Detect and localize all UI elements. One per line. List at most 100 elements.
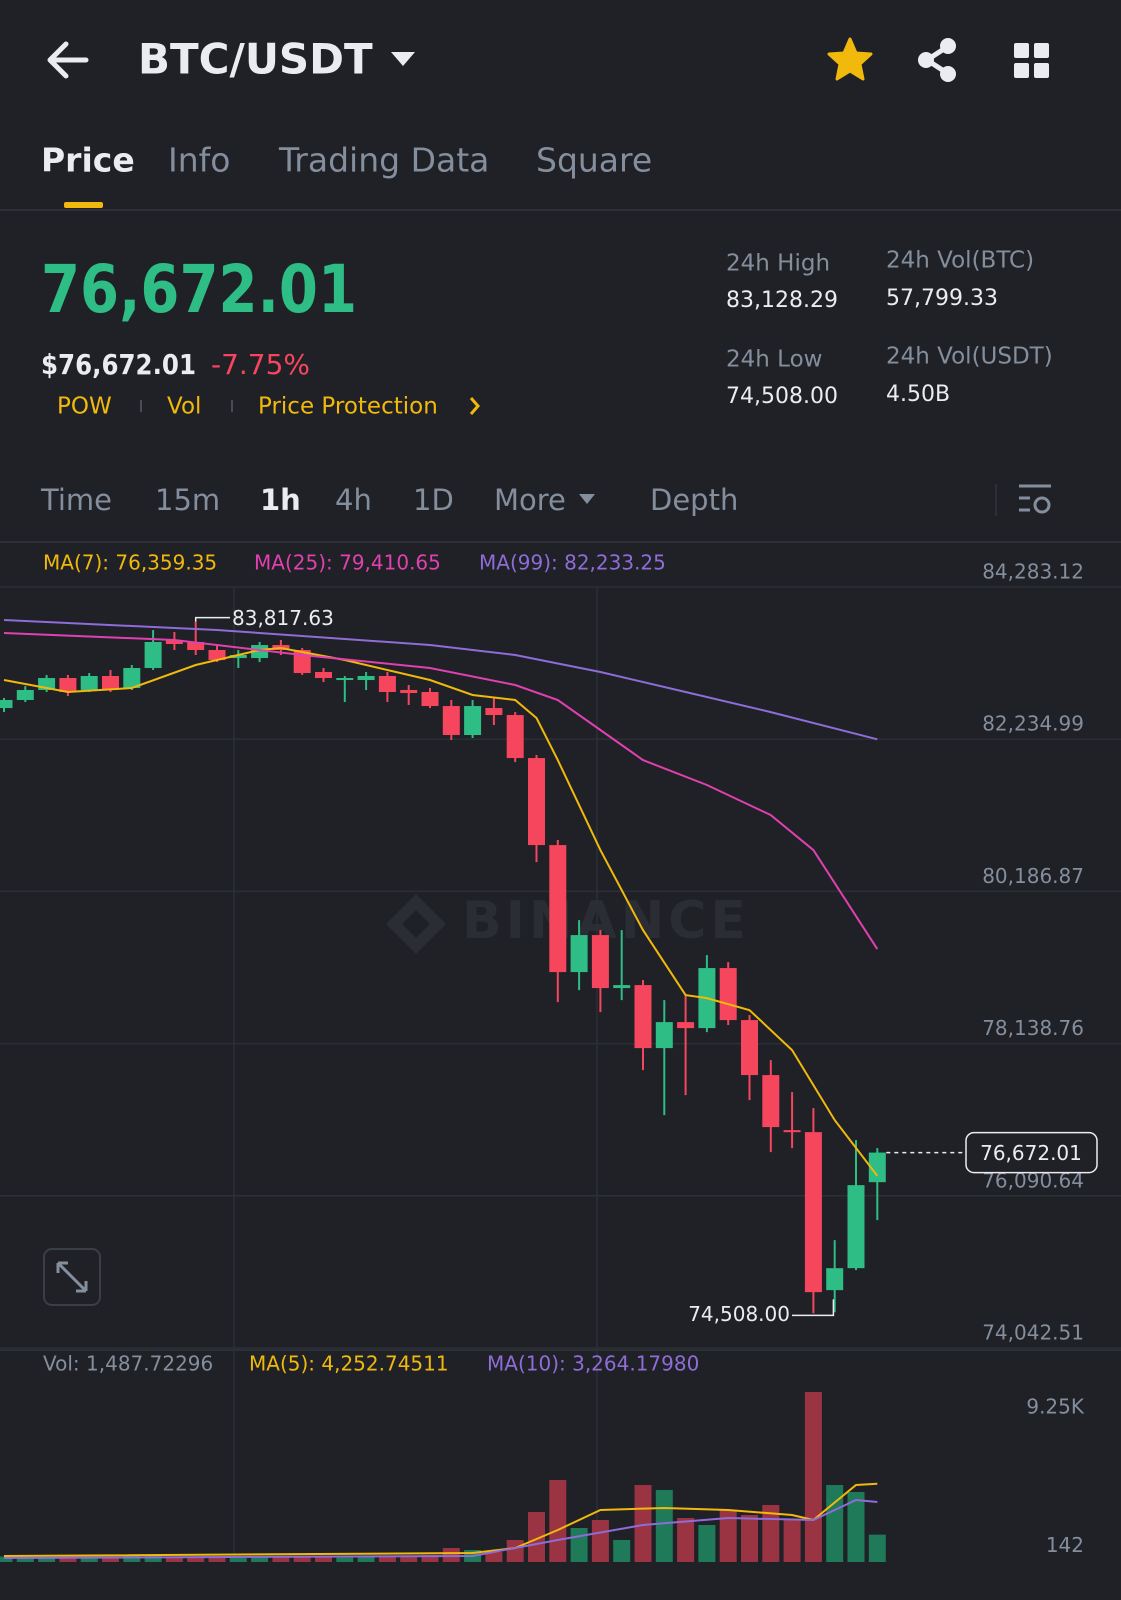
candle-body	[187, 641, 205, 651]
candle-body	[315, 672, 332, 679]
last-price-label: 76,672.01	[980, 1141, 1082, 1165]
back-button[interactable]	[47, 41, 89, 79]
layout-cell	[1034, 43, 1049, 58]
volume-bar	[506, 1540, 524, 1562]
price-tag[interactable]: POW	[57, 394, 112, 420]
tab[interactable]: Price	[41, 141, 135, 180]
volume-bar	[80, 1557, 98, 1562]
interval-option[interactable]: More	[494, 483, 566, 517]
tab[interactable]: Trading Data	[278, 141, 489, 180]
volume-bar	[208, 1556, 226, 1562]
volume-bar	[804, 1391, 822, 1562]
candle-body	[357, 676, 375, 681]
volume-bar	[528, 1512, 545, 1562]
volume-bar	[315, 1557, 332, 1562]
candle-body	[421, 691, 439, 707]
moving-average-line	[3, 619, 878, 741]
legend-entry: Vol: 1,487.72296	[43, 1352, 213, 1376]
candle-body	[229, 654, 247, 659]
volume-bar	[293, 1556, 311, 1562]
volume-bar	[229, 1557, 247, 1562]
y-tick-label: 9.25K	[1026, 1394, 1085, 1418]
interval-option[interactable]: 1h	[260, 483, 301, 517]
volume-bar	[485, 1552, 503, 1562]
candle-body	[719, 968, 737, 1021]
volume-bar	[783, 1520, 801, 1562]
favorite-star[interactable]	[827, 37, 873, 81]
y-tick-label: 84,283.12	[982, 559, 1084, 583]
settings-lines	[1019, 484, 1051, 512]
share-icon[interactable]	[918, 38, 956, 82]
volume-bar	[357, 1556, 375, 1562]
settings-icon[interactable]	[1019, 484, 1051, 514]
last-price: 76,672.01	[41, 251, 357, 328]
candle-body	[826, 1268, 844, 1291]
candle-body	[634, 985, 652, 1049]
candle-body	[570, 935, 588, 973]
candle-body	[613, 985, 631, 989]
tab[interactable]: Info	[168, 141, 230, 180]
legend-entry: MA(99): 82,233.25	[479, 551, 666, 575]
interval-option[interactable]: Depth	[650, 483, 738, 517]
candle-body	[804, 1132, 822, 1293]
interval-option[interactable]: 1D	[413, 483, 454, 517]
legend-entry: MA(10): 3,264.17980	[487, 1352, 699, 1376]
price-tag[interactable]: Price Protection	[258, 394, 438, 420]
volume-bar	[613, 1540, 631, 1562]
candle-body	[677, 1022, 695, 1029]
volume-bar	[336, 1557, 354, 1562]
low-label: 74,508.00	[688, 1302, 790, 1326]
volume-bar	[549, 1480, 567, 1562]
volume-bar	[16, 1557, 34, 1562]
pair-title[interactable]: BTC/USDT	[138, 35, 373, 84]
layout-cell	[1014, 43, 1029, 58]
high-marker	[194, 616, 230, 622]
more-dropdown[interactable]	[579, 494, 595, 504]
pair-dropdown[interactable]	[391, 52, 415, 66]
volume-bar	[187, 1557, 205, 1562]
volume-bar	[847, 1492, 865, 1562]
back-arrow	[47, 41, 89, 79]
candle-body	[442, 706, 460, 736]
interval-option[interactable]: 15m	[155, 483, 220, 517]
volume-bar	[400, 1556, 418, 1562]
volume-bar	[591, 1520, 609, 1562]
volume-bar	[677, 1518, 695, 1562]
volume-bar	[59, 1556, 77, 1562]
candle-body	[741, 1020, 758, 1076]
volume-bar	[165, 1556, 183, 1562]
legend-entry: MA(5): 4,252.74511	[249, 1352, 449, 1376]
chevron[interactable]	[469, 397, 480, 415]
expand-button[interactable]	[43, 1248, 101, 1306]
stat-label: 24h Vol(USDT)	[886, 344, 1053, 370]
y-tick-label: 74,042.51	[982, 1321, 1084, 1345]
volume-bar	[0, 1556, 13, 1562]
volume-bar	[378, 1555, 396, 1562]
candle-body	[868, 1152, 886, 1183]
expand-frame	[43, 1248, 101, 1306]
candle-body	[591, 935, 609, 989]
candle-body	[847, 1185, 865, 1269]
stat-value: 83,128.29	[726, 288, 838, 313]
candle-body	[251, 645, 269, 659]
layout-cell	[1034, 63, 1049, 78]
layout-icon[interactable]	[1014, 43, 1049, 78]
candle-body	[464, 706, 482, 736]
candle-body	[0, 700, 13, 709]
candle-body	[80, 676, 98, 690]
interval-option[interactable]: Time	[40, 483, 112, 517]
share-node	[940, 66, 956, 82]
price-tag[interactable]: Vol	[167, 394, 201, 420]
interval-option[interactable]: 4h	[335, 483, 372, 517]
volume-bar	[655, 1490, 673, 1562]
share-node	[940, 38, 956, 54]
volume-bar	[719, 1510, 737, 1562]
candle-body	[336, 678, 354, 681]
tab[interactable]: Square	[536, 141, 652, 180]
candle-body	[16, 689, 34, 701]
volume-bar	[634, 1485, 652, 1562]
volume-bar	[826, 1485, 844, 1562]
candle-body	[123, 667, 141, 688]
